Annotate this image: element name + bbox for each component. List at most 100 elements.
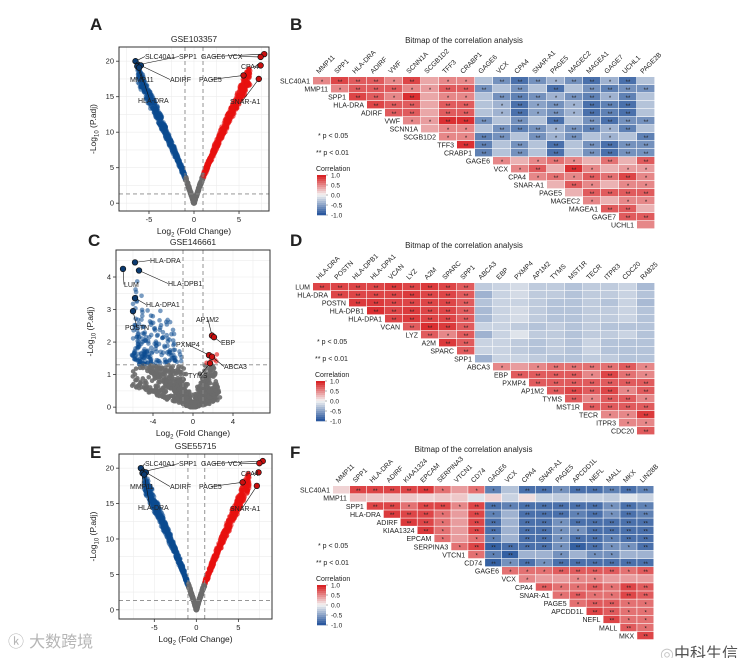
colorbar-segment [317, 209, 326, 212]
significance-stars: ** [392, 310, 397, 316]
significance-stars: ** [410, 326, 415, 332]
significance-stars: ** [410, 286, 415, 292]
heatmap-cell [547, 299, 565, 307]
y-axis-label: -Log10 (P.adj) [85, 306, 98, 356]
row-label: EBP [494, 373, 508, 380]
significance-stars: ** [464, 112, 469, 118]
heatmap-cell [552, 494, 569, 502]
data-point [158, 371, 164, 376]
heatmap-cell [349, 93, 367, 101]
significance-stars: ** [446, 104, 451, 110]
data-point [172, 153, 178, 158]
heatmap-cell [619, 291, 637, 299]
significance-stars: ** [410, 104, 415, 110]
x-tick-label: -4 [150, 417, 157, 426]
data-point [158, 308, 163, 314]
y-tick-label: 20 [106, 57, 114, 66]
heatmap-cell [547, 93, 565, 101]
colorbar-tick-label: -0.5 [331, 202, 343, 209]
heatmap-cell [619, 307, 637, 315]
row-label: HLA-DRA [297, 293, 328, 300]
heatmap-cell [547, 339, 565, 347]
correlation-heatmap-f: F Bitmap of the correlation analysisMMP11… [290, 443, 660, 641]
significance-stars: * [411, 88, 414, 94]
gene-label: AP1M2 [196, 317, 219, 324]
significance-stars: ** [644, 382, 649, 388]
heatmap-cell [475, 283, 493, 291]
heatmap-cell [475, 85, 493, 93]
heatmap-cell [547, 315, 565, 323]
labeled-point [253, 482, 261, 490]
y-tick-label: 0 [110, 199, 114, 208]
significance-stars: ** [373, 505, 378, 511]
significance-stars: ** [542, 489, 547, 495]
data-point [145, 338, 151, 344]
y-tick-label: 10 [106, 534, 114, 543]
heatmap-cell [367, 101, 385, 109]
significance-stars: ** [554, 152, 559, 158]
column-label: ABCA3 [477, 261, 498, 282]
significance-stars: * [501, 104, 504, 110]
data-point [181, 171, 187, 176]
data-point [240, 83, 246, 89]
data-point [154, 392, 160, 398]
data-point [197, 181, 203, 186]
y-tick-label: 5 [110, 570, 114, 579]
heatmap-cell [601, 299, 619, 307]
data-point [139, 317, 144, 322]
heatmap-cell [565, 291, 583, 299]
data-point [179, 389, 185, 395]
significance-stars: ** [356, 489, 361, 495]
heatmap-cell [565, 85, 583, 93]
data-point [156, 380, 161, 385]
data-point [184, 398, 190, 403]
data-point [204, 383, 209, 389]
significance-stars: ** [410, 112, 415, 118]
panel-letter: F [290, 443, 300, 462]
significance-stars: ** [644, 414, 649, 420]
column-label: CPA4 [521, 467, 538, 484]
significance-stars: ** [464, 302, 469, 308]
significance-stars: ** [464, 350, 469, 356]
heatmap-cell [383, 494, 400, 502]
column-label: LIN28B [639, 463, 660, 484]
heatmap-cell [451, 486, 468, 494]
data-point [161, 391, 166, 397]
x-tick-label: -5 [146, 215, 153, 224]
data-point [170, 543, 176, 548]
heatmap-cell [385, 109, 403, 117]
significance-stars: ** [554, 104, 559, 110]
significance-stars: ** [554, 366, 559, 372]
heatmap-cell [637, 109, 655, 117]
labeled-point [255, 75, 262, 83]
data-point [134, 355, 140, 361]
heatmap-cell [511, 363, 529, 371]
heatmap-cell [637, 347, 655, 355]
significance-stars: ** [482, 120, 487, 126]
data-point [137, 365, 143, 371]
data-point [184, 402, 189, 408]
significance-stars: ** [482, 152, 487, 158]
row-label: GAGE6 [466, 159, 490, 166]
significance-stars: ** [572, 168, 577, 174]
significance-stars: ** [392, 88, 397, 94]
plot-border [118, 453, 273, 620]
panel-letter: A [90, 15, 102, 34]
significance-stars: ** [608, 176, 613, 182]
gene-label: GAGE6 [201, 54, 225, 61]
data-point [130, 301, 136, 307]
significance-stars: ** [626, 366, 631, 372]
labeled-point [131, 259, 139, 266]
row-label: LYZ [406, 333, 419, 340]
data-point [212, 395, 218, 400]
heatmap-cell [485, 494, 502, 502]
data-point [142, 330, 148, 335]
heatmap-cell [529, 307, 547, 315]
heatmap-cell [565, 323, 583, 331]
heatmap-cell [511, 283, 529, 291]
significance-stars: ** [410, 294, 415, 300]
data-point [180, 379, 185, 384]
gene-label: TYMS [188, 373, 208, 380]
heatmap-cell [565, 101, 583, 109]
colorbar-segment [317, 201, 326, 204]
